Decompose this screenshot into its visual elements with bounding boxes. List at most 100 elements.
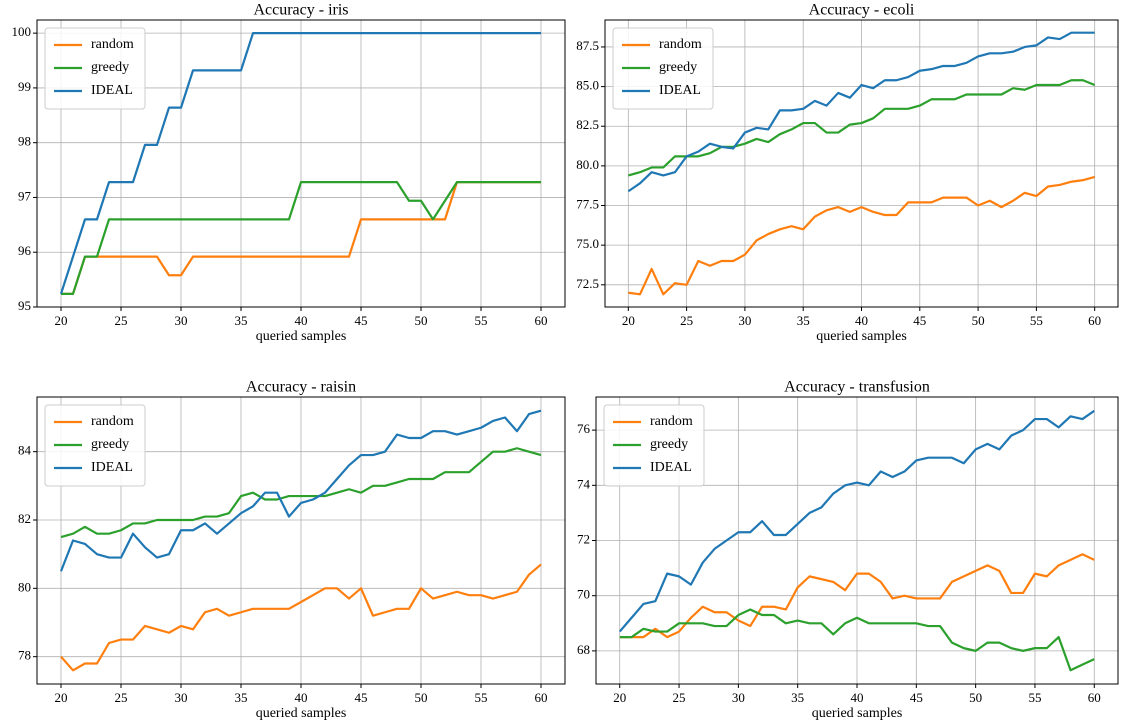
legend-box: [44, 27, 146, 110]
x-tick-label: 45: [355, 313, 368, 328]
series-line: [61, 181, 541, 295]
y-tick-label: 72.5: [576, 276, 599, 291]
y-tick-label: 84: [18, 443, 32, 458]
subplot: Accuracy - raisin 20 25 30 35 40 45 50 55 60 78 80 8…: [18, 379, 566, 721]
x-tick-label: 35: [797, 313, 810, 328]
subplot: Accuracy - ecoli 20 25 30 35 40 45 50 55 60 72.5 75…: [576, 2, 1119, 344]
x-tick-label: 25: [673, 690, 686, 705]
frame: [36, 19, 566, 308]
legend-label: greedy: [91, 437, 129, 452]
x-tick-label: 20: [622, 313, 635, 328]
frame: [595, 396, 1119, 685]
x-axis-label: queried samples: [812, 706, 903, 721]
x-tick-label: 35: [235, 313, 248, 328]
x-tick-label: 50: [972, 313, 985, 328]
legend-label: random: [659, 37, 702, 52]
y-tick-label: 74: [577, 476, 591, 491]
x-tick-label: 45: [355, 690, 368, 705]
subplot: Accuracy - iris 20 25 30 35 40 45 50 55 60 95 96 97 9…: [12, 2, 566, 344]
y-tick-label: 70: [577, 587, 590, 602]
legend-label: greedy: [659, 60, 697, 75]
y-tick-label: 80.0: [576, 157, 599, 172]
x-tick-label: 30: [175, 690, 188, 705]
chart-title: Accuracy - iris: [253, 2, 348, 19]
legend-label: random: [91, 414, 134, 429]
x-axis-label: queried samples: [256, 329, 347, 344]
x-tick-label: 30: [738, 313, 751, 328]
x-tick-label: 25: [680, 313, 693, 328]
x-tick-label: 40: [851, 690, 864, 705]
legend-label: random: [91, 37, 134, 52]
y-tick-label: 97: [18, 188, 32, 203]
x-tick-label: 35: [791, 690, 804, 705]
x-axis-label: queried samples: [816, 329, 907, 344]
y-tick-label: 68: [577, 642, 590, 657]
legend-label: IDEAL: [659, 83, 701, 98]
x-tick-label: 40: [295, 690, 308, 705]
x-tick-label: 30: [175, 313, 188, 328]
x-tick-label: 50: [415, 690, 428, 705]
series-line: [628, 79, 1096, 177]
y-tick-label: 75.0: [576, 236, 599, 251]
y-tick-label: 82.5: [576, 117, 599, 132]
series-line: [60, 447, 542, 539]
y-tick-label: 80: [18, 579, 31, 594]
x-tick-label: 25: [115, 690, 128, 705]
x-tick-label: 55: [475, 690, 488, 705]
series-line: [59, 32, 541, 295]
legend-label: greedy: [650, 437, 688, 452]
x-tick-label: 25: [115, 313, 128, 328]
x-tick-label: 35: [235, 690, 248, 705]
legend-label: IDEAL: [650, 460, 692, 475]
y-tick-label: 76: [577, 421, 591, 436]
frame: [604, 19, 1119, 308]
x-tick-label: 55: [475, 313, 488, 328]
x-tick-label: 50: [969, 690, 982, 705]
subplot: Accuracy - transfusion 20 25 30 35 40 45 50 55 60…: [577, 379, 1119, 721]
y-tick-label: 72: [577, 531, 590, 546]
y-tick-label: 96: [18, 243, 32, 258]
legend-label: IDEAL: [91, 460, 133, 475]
series-line: [618, 409, 1095, 633]
x-tick-label: 60: [1088, 690, 1101, 705]
chart-title: Accuracy - ecoli: [809, 2, 915, 19]
y-tick-label: 77.5: [576, 197, 599, 212]
x-tick-label: 30: [732, 690, 745, 705]
series-line: [59, 409, 542, 572]
x-tick-label: 60: [535, 313, 548, 328]
x-tick-label: 45: [910, 690, 923, 705]
y-tick-label: 82: [18, 511, 31, 526]
x-axis-label: queried samples: [256, 706, 347, 721]
y-tick-label: 99: [18, 79, 31, 94]
y-tick-label: 85.0: [576, 78, 599, 93]
y-tick-label: 95: [18, 298, 31, 313]
legend-label: greedy: [91, 60, 129, 75]
x-tick-label: 60: [1088, 313, 1101, 328]
legend-label: random: [650, 414, 693, 429]
x-tick-label: 40: [855, 313, 868, 328]
x-tick-label: 40: [295, 313, 308, 328]
x-tick-label: 50: [415, 313, 428, 328]
y-tick-label: 78: [18, 648, 31, 663]
x-tick-label: 45: [913, 313, 926, 328]
series-line: [627, 31, 1095, 193]
x-tick-label: 20: [613, 690, 626, 705]
x-tick-label: 20: [55, 313, 68, 328]
frame: [36, 396, 566, 685]
y-tick-label: 98: [18, 134, 31, 149]
y-tick-label: 100: [12, 24, 32, 39]
x-tick-label: 60: [535, 690, 548, 705]
series-line: [628, 175, 1095, 296]
legend-label: IDEAL: [91, 83, 133, 98]
legend-box: [603, 404, 705, 487]
legend-box: [612, 27, 714, 110]
x-tick-label: 55: [1030, 313, 1043, 328]
x-tick-label: 55: [1028, 690, 1041, 705]
series-line: [60, 563, 542, 672]
chart-title: Accuracy - raisin: [246, 379, 356, 396]
x-tick-label: 20: [55, 690, 68, 705]
chart-title: Accuracy - transfusion: [784, 379, 930, 396]
legend-box: [44, 404, 146, 487]
series-line: [619, 553, 1095, 639]
